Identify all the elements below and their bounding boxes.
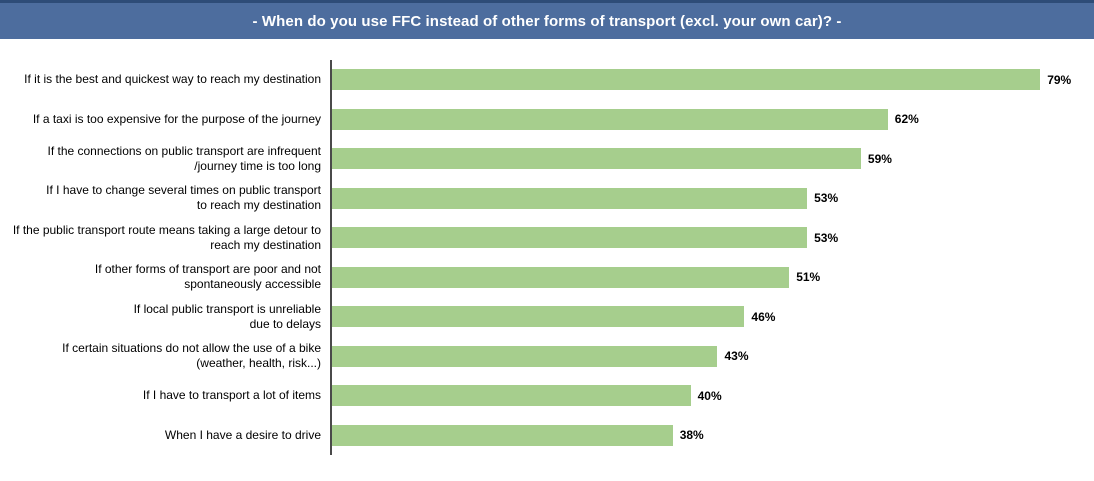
- bar: [332, 108, 888, 130]
- category-label-cell: If a taxi is too expensive for the purpo…: [0, 100, 330, 140]
- value-label: 38%: [679, 428, 704, 443]
- chart-row: If certain situations do not allow the u…: [0, 336, 1094, 377]
- bar-chart: If it is the best and quickest way to re…: [0, 60, 1094, 455]
- category-label-cell: If local public transport is unreliable …: [0, 297, 330, 337]
- bar: [332, 148, 861, 170]
- plot-area: 46%: [330, 297, 1094, 337]
- category-label: If a taxi is too expensive for the purpo…: [32, 111, 321, 126]
- bar: [332, 345, 718, 367]
- value-label: 59%: [867, 151, 892, 166]
- chart-row: If the connections on public transport a…: [0, 139, 1094, 179]
- chart-row: If I have to change several times on pub…: [0, 178, 1094, 219]
- chart-row: If the public transport route means taki…: [0, 218, 1094, 258]
- chart-row: When I have a desire to drive 38%: [0, 415, 1094, 456]
- chart-row: If it is the best and quickest way to re…: [0, 60, 1094, 100]
- category-label-cell: If the public transport route means taki…: [0, 218, 330, 258]
- chart-rows: If it is the best and quickest way to re…: [0, 60, 1094, 455]
- category-label: If I have to transport a lot of items: [142, 388, 321, 403]
- plot-area: 62%: [330, 99, 1094, 139]
- category-label-cell: When I have a desire to drive: [0, 416, 330, 456]
- chart-title: - When do you use FFC instead of other f…: [252, 12, 842, 30]
- value-label: 53%: [814, 191, 839, 206]
- category-label: If certain situations do not allow the u…: [62, 341, 321, 371]
- category-label: When I have a desire to drive: [164, 427, 321, 442]
- category-label: If other forms of transport are poor and…: [94, 262, 321, 292]
- plot-area: 53%: [330, 178, 1094, 218]
- chart-row: If local public transport is unreliable …: [0, 297, 1094, 337]
- category-label-cell: If I have to transport a lot of items: [0, 376, 330, 416]
- category-label-cell: If it is the best and quickest way to re…: [0, 60, 330, 100]
- plot-area: 40%: [330, 376, 1094, 416]
- value-label: 46%: [751, 309, 776, 324]
- value-label: 62%: [894, 112, 919, 127]
- category-label: If I have to change several times on pub…: [46, 183, 321, 213]
- plot-area: 38%: [330, 415, 1094, 455]
- chart-row: If other forms of transport are poor and…: [0, 257, 1094, 298]
- category-label-cell: If other forms of transport are poor and…: [0, 258, 330, 298]
- category-label-cell: If certain situations do not allow the u…: [0, 337, 330, 377]
- chart-title-banner: - When do you use FFC instead of other f…: [0, 0, 1094, 39]
- value-label: 53%: [814, 230, 839, 245]
- plot-area: 79%: [330, 60, 1094, 100]
- value-label: 79%: [1047, 72, 1072, 87]
- bar: [332, 266, 790, 288]
- bar: [332, 187, 808, 209]
- bar: [332, 424, 673, 446]
- category-label-cell: If the connections on public transport a…: [0, 139, 330, 179]
- plot-area: 53%: [330, 218, 1094, 258]
- bar: [332, 69, 1041, 91]
- value-label: 51%: [796, 270, 821, 285]
- bar: [332, 385, 691, 407]
- category-label: If the public transport route means taki…: [12, 222, 321, 252]
- category-label: If local public transport is unreliable …: [133, 301, 321, 331]
- chart-row: If I have to transport a lot of items 40…: [0, 376, 1094, 416]
- category-label-cell: If I have to change several times on pub…: [0, 179, 330, 219]
- bar: [332, 306, 745, 328]
- value-label: 40%: [697, 388, 722, 403]
- category-label: If the connections on public transport a…: [47, 143, 321, 173]
- chart-row: If a taxi is too expensive for the purpo…: [0, 99, 1094, 140]
- value-label: 43%: [724, 349, 749, 364]
- category-label: If it is the best and quickest way to re…: [24, 72, 321, 87]
- plot-area: 59%: [330, 139, 1094, 179]
- bar: [332, 227, 808, 249]
- plot-area: 51%: [330, 257, 1094, 297]
- plot-area: 43%: [330, 336, 1094, 376]
